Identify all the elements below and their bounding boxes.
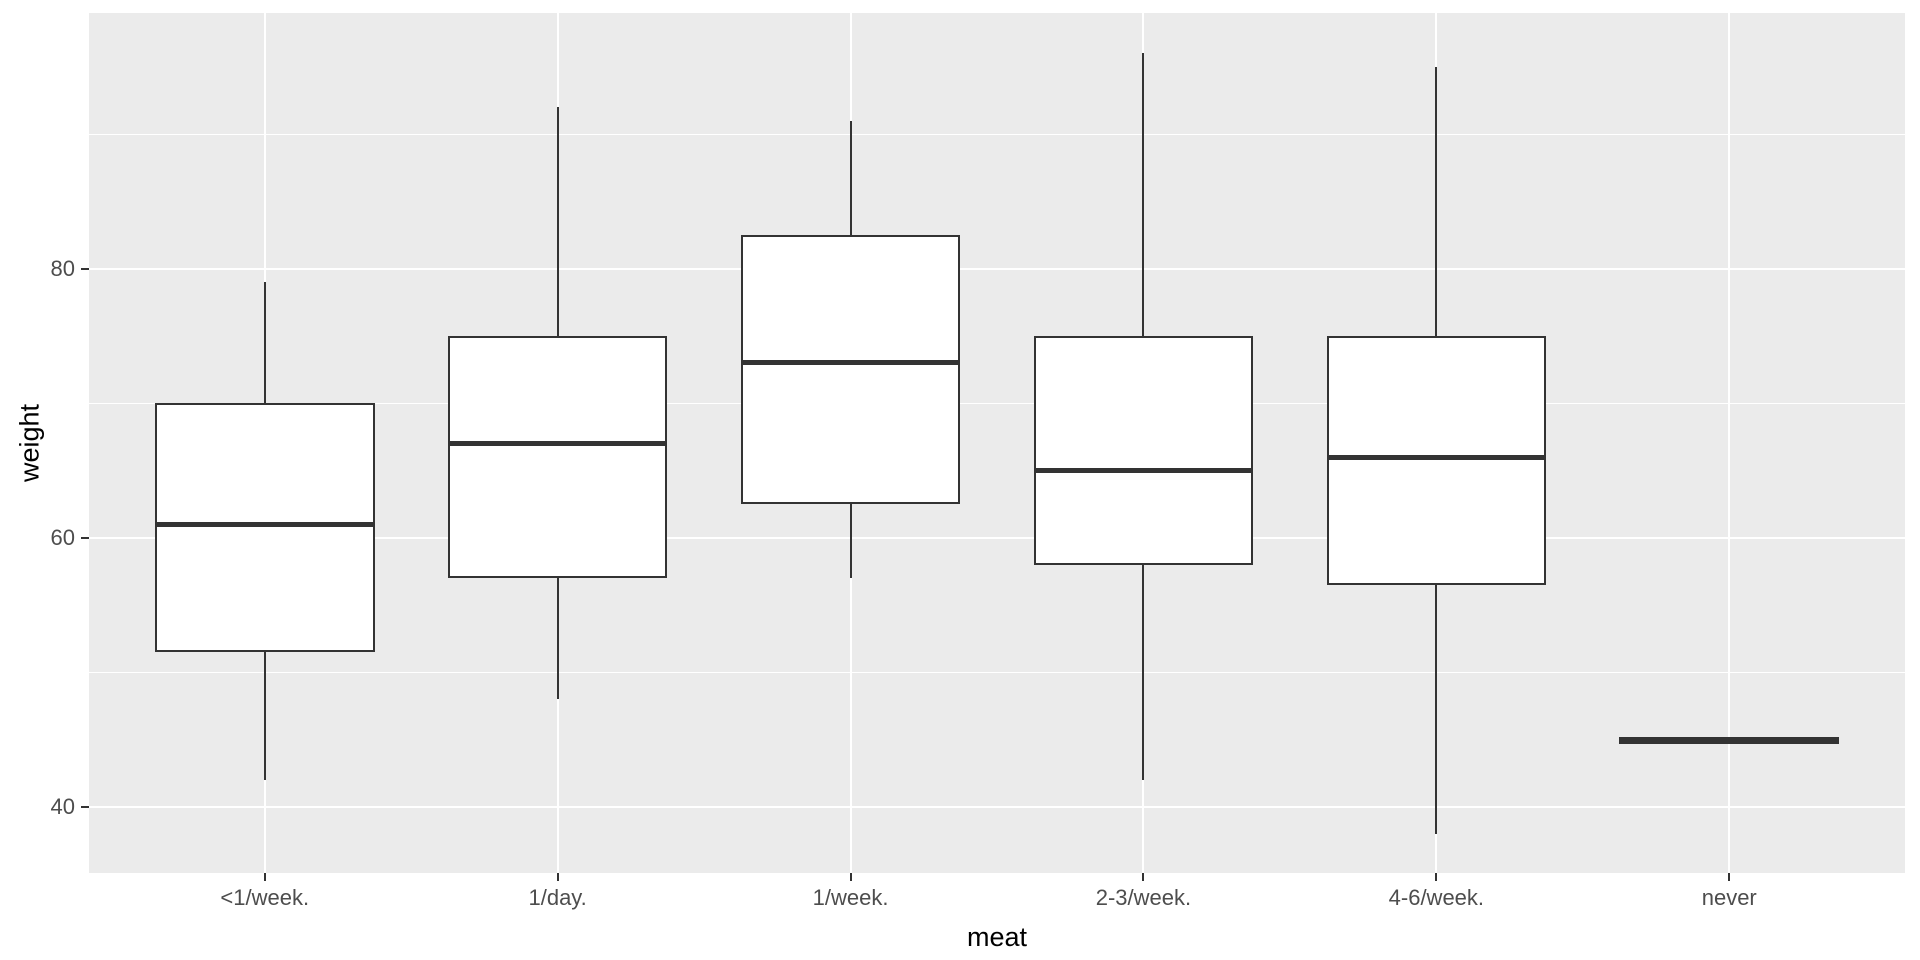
y-tick-mark-80 xyxy=(81,267,89,270)
whisker-upper-4 xyxy=(1435,66,1438,336)
x-tick-mark-0 xyxy=(263,873,266,881)
whisker-upper-1 xyxy=(556,107,559,336)
whisker-lower-1 xyxy=(556,578,559,700)
box-iqr-4 xyxy=(1326,336,1547,585)
whisker-lower-3 xyxy=(1142,564,1145,781)
whisker-lower-4 xyxy=(1435,584,1438,834)
plot-panel xyxy=(89,13,1905,873)
gridline-minor-y-50 xyxy=(89,671,1905,673)
x-axis-title: meat xyxy=(966,922,1028,952)
median-line-3 xyxy=(1033,468,1254,474)
y-tick-mark-60 xyxy=(81,536,89,539)
y-tick-label-40: 40 xyxy=(50,794,75,820)
x-tick-mark-1 xyxy=(556,873,559,881)
box-iqr-1 xyxy=(447,336,668,579)
median-line-1 xyxy=(447,441,668,447)
whisker-lower-2 xyxy=(849,504,852,579)
gridline-major-y-40 xyxy=(89,806,1905,809)
box-iqr-0 xyxy=(154,403,375,653)
whisker-lower-0 xyxy=(263,652,266,781)
x-tick-label-2: 1/week. xyxy=(812,885,889,910)
gridline-major-y-60 xyxy=(89,536,1905,539)
gridline-x-category-5 xyxy=(1728,13,1731,873)
median-line-5 xyxy=(1619,737,1840,743)
median-line-4 xyxy=(1326,454,1547,460)
y-tick-label-60: 60 xyxy=(50,524,75,550)
x-tick-mark-3 xyxy=(1142,873,1145,881)
y-tick-label-80: 80 xyxy=(50,255,75,281)
x-tick-label-5: never xyxy=(1701,885,1757,910)
whisker-upper-2 xyxy=(849,120,852,236)
x-tick-label-0: <1/week. xyxy=(220,885,310,910)
y-axis-title-text: weight xyxy=(14,403,45,483)
median-line-2 xyxy=(740,360,961,366)
x-tick-mark-5 xyxy=(1728,873,1731,881)
x-tick-mark-4 xyxy=(1435,873,1438,881)
box-iqr-3 xyxy=(1033,336,1254,565)
gridline-minor-y-70 xyxy=(89,402,1905,404)
whisker-upper-3 xyxy=(1142,53,1145,336)
whisker-upper-0 xyxy=(263,282,266,404)
median-line-0 xyxy=(154,521,375,527)
gridline-major-y-80 xyxy=(89,267,1905,270)
y-tick-mark-40 xyxy=(81,806,89,809)
gridline-minor-y-90 xyxy=(89,133,1905,135)
box-iqr-2 xyxy=(740,235,961,505)
x-tick-mark-2 xyxy=(849,873,852,881)
x-tick-label-1: 1/day. xyxy=(528,885,587,910)
x-tick-label-4: 4-6/week. xyxy=(1388,885,1485,910)
x-tick-label-3: 2-3/week. xyxy=(1095,885,1192,910)
